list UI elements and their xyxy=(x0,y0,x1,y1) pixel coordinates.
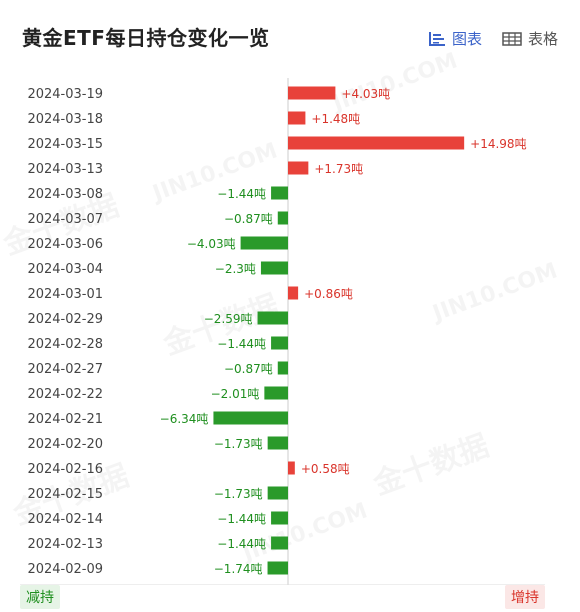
y-tick-label: 2024-02-20 xyxy=(27,437,103,452)
y-tick-label: 2024-02-28 xyxy=(27,337,103,352)
y-tick-label: 2024-02-09 xyxy=(27,562,103,577)
page-title: 黄金ETF每日持仓变化一览 xyxy=(22,26,270,50)
data-label: +0.58吨 xyxy=(301,462,350,476)
table-icon xyxy=(502,31,522,46)
data-label: +1.73吨 xyxy=(314,162,363,176)
y-tick-label: 2024-03-15 xyxy=(27,137,103,152)
y-tick-label: 2024-02-27 xyxy=(27,362,103,377)
bar xyxy=(267,561,288,575)
y-tick-label: 2024-02-13 xyxy=(27,537,103,552)
bar xyxy=(277,361,288,375)
data-label: −1.73吨 xyxy=(214,437,263,451)
table-view-label: 表格 xyxy=(528,30,559,48)
bar xyxy=(271,336,288,350)
data-label: −1.44吨 xyxy=(217,512,266,526)
y-tick-label: 2024-03-19 xyxy=(27,87,103,102)
bar xyxy=(267,486,288,500)
increase-legend-tag: 增持 xyxy=(505,585,545,609)
table-view-button[interactable]: 表格 xyxy=(502,28,558,49)
data-label: −4.03吨 xyxy=(187,237,236,251)
bar xyxy=(288,286,299,300)
data-label: −0.87吨 xyxy=(224,212,273,226)
y-tick-label: 2024-02-16 xyxy=(27,462,103,477)
data-label: −0.87吨 xyxy=(224,362,273,376)
bar xyxy=(257,311,288,325)
chart-header: 黄金ETF每日持仓变化一览 图表 表格 xyxy=(0,0,580,70)
bar xyxy=(288,86,336,100)
y-tick-label: 2024-02-14 xyxy=(27,512,103,527)
data-label: −1.73吨 xyxy=(214,487,263,501)
data-label: +4.03吨 xyxy=(341,87,390,101)
data-label: −2.3吨 xyxy=(215,262,256,276)
y-tick-label: 2024-03-08 xyxy=(27,187,103,202)
y-tick-label: 2024-02-21 xyxy=(27,412,103,427)
y-tick-label: 2024-03-07 xyxy=(27,212,103,227)
data-label: −2.01吨 xyxy=(211,387,260,401)
data-label: +14.98吨 xyxy=(470,137,526,151)
bar xyxy=(288,161,309,175)
y-tick-label: 2024-03-06 xyxy=(27,237,103,252)
y-tick-label: 2024-02-15 xyxy=(27,487,103,502)
bar xyxy=(288,136,465,150)
y-tick-label: 2024-02-22 xyxy=(27,387,103,402)
bar-chart-icon xyxy=(429,31,445,46)
bar xyxy=(240,236,288,250)
bar xyxy=(271,536,288,550)
bar xyxy=(267,436,288,450)
data-label: −2.59吨 xyxy=(204,312,253,326)
data-label: +0.86吨 xyxy=(304,287,353,301)
data-label: +1.48吨 xyxy=(311,112,360,126)
data-label: −6.34吨 xyxy=(160,412,209,426)
data-label: −1.44吨 xyxy=(217,537,266,551)
bar xyxy=(271,511,288,525)
data-label: −1.44吨 xyxy=(217,187,266,201)
bar xyxy=(277,211,288,225)
y-tick-label: 2024-03-18 xyxy=(27,112,103,127)
y-tick-label: 2024-03-04 xyxy=(27,262,103,277)
bar xyxy=(271,186,288,200)
data-label: −1.44吨 xyxy=(217,337,266,351)
chart-view-button[interactable]: 图表 xyxy=(428,28,482,49)
holdings-bar-chart: 2024-03-19 +4.03吨 2024-03-18 +1.48吨 2024-03-… xyxy=(20,78,545,585)
bar xyxy=(264,386,288,400)
y-tick-label: 2024-03-13 xyxy=(27,162,103,177)
bar xyxy=(260,261,288,275)
decrease-legend-tag: 减持 xyxy=(20,585,60,609)
bar xyxy=(288,461,295,475)
bar xyxy=(288,111,306,125)
y-tick-label: 2024-03-01 xyxy=(27,287,103,302)
data-label: −1.74吨 xyxy=(214,562,263,576)
chart-view-label: 图表 xyxy=(452,30,483,48)
bar xyxy=(213,411,288,425)
y-tick-label: 2024-02-29 xyxy=(27,312,103,327)
